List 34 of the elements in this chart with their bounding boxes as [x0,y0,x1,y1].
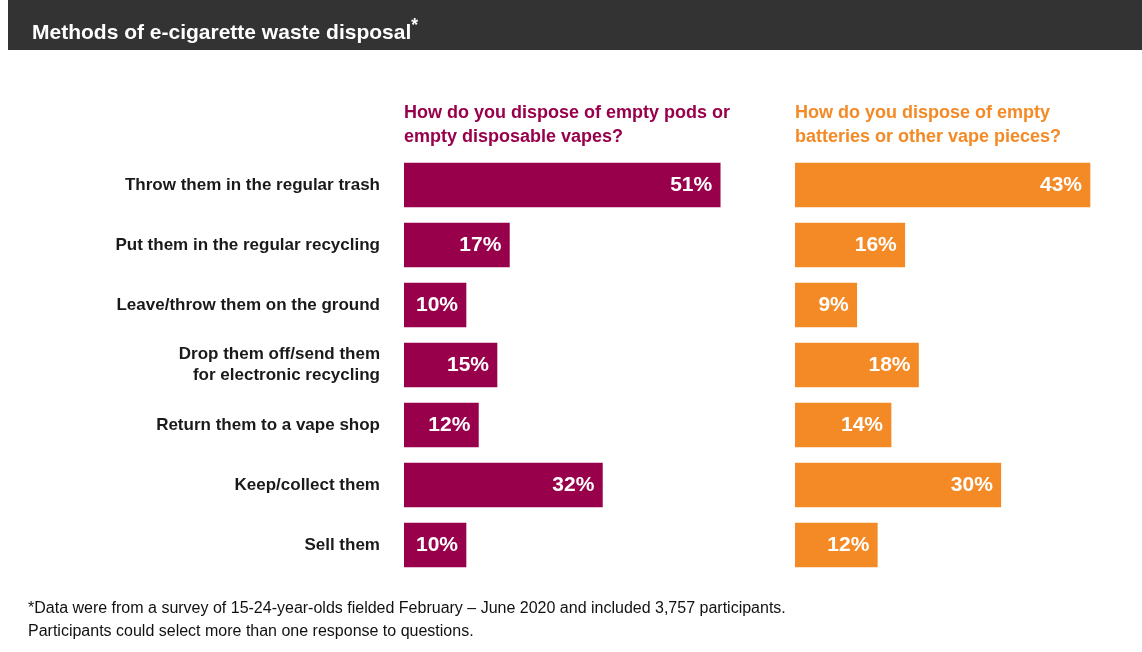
data-label: 43% [1039,171,1083,195]
data-label: 9% [818,291,850,315]
series-label: How do you dispose of empty batteries or other vape pieces? [795,101,1063,148]
bar [404,342,498,388]
bar [404,222,510,268]
series-label: How do you dispose of empty pods or empty disposable vapes? [404,101,731,148]
bar [795,342,919,388]
data-label: 12% [428,411,471,435]
data-label: 15% [446,351,490,375]
data-label: 18% [868,351,911,375]
y-tick-label: Sell them [304,534,380,554]
data-label: 30% [950,471,994,495]
bar [795,162,1091,208]
data-label: 16% [854,231,898,255]
y-tick-label: Return them to a vape shop [156,414,380,434]
bar [404,162,721,208]
y-tick-label: Leave/throw them on the ground [116,294,380,314]
data-label: 51% [670,171,713,195]
bar [795,462,1002,508]
data-label: 10% [415,531,459,555]
y-tick-label: Put them in the regular recycling [115,234,380,254]
data-label: 32% [552,471,595,495]
bar [404,462,603,508]
data-label: 10% [415,291,459,315]
text: Methods of e-cigarette waste disposal$^{*}$ [8,0,1142,50]
y-tick-label: Throw them in the regular trash [124,174,380,194]
data-label: 14% [841,411,884,435]
y-tick-label: Keep/collect them [234,474,380,494]
text: *Data were from a survey of 15-24-year-olds fielded February – June 2020 and included 3,757 participants. Participants could select more than one response to questions. [28,598,787,641]
y-tick-label: Drop them off/send them for electronic recycling [178,344,380,384]
bar [795,402,892,448]
data-label: 17% [459,231,502,255]
bar [795,222,906,268]
data-label: 12% [827,531,870,555]
